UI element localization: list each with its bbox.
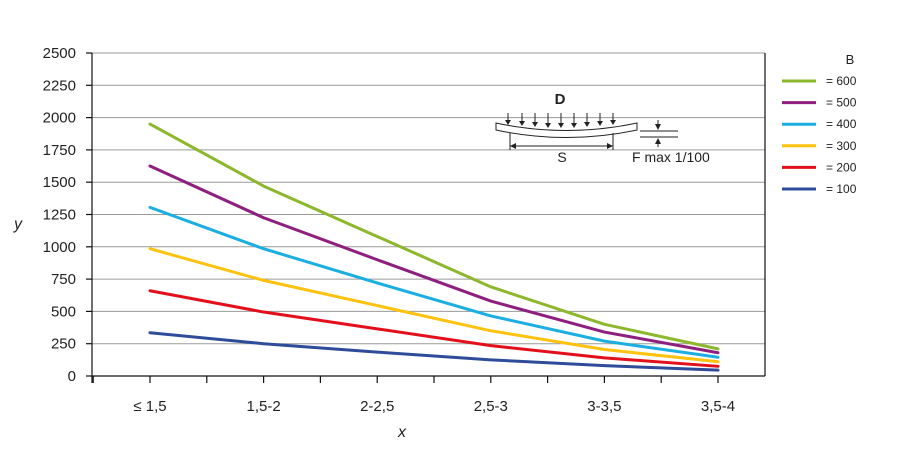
inset-title: D bbox=[555, 91, 566, 108]
y-tick-label: 750 bbox=[51, 271, 76, 288]
legend-label: = 300 bbox=[826, 139, 857, 153]
x-tick-labels: ≤ 1,5 1,5-2 2-2,5 2,5-3 3-3,5 3,5-4 bbox=[91, 376, 735, 415]
deflection-label: F max 1/100 bbox=[632, 149, 710, 165]
series-line-300 bbox=[148, 247, 720, 364]
x-tick-label: ≤ 1,5 bbox=[133, 398, 166, 415]
y-tick-label: 1250 bbox=[43, 207, 76, 224]
x-tick-label: 3-3,5 bbox=[587, 398, 621, 415]
x-axis-title: x bbox=[397, 424, 407, 441]
series-line-100 bbox=[148, 331, 720, 372]
x-tick-label: 1,5-2 bbox=[246, 398, 280, 415]
legend-label: = 100 bbox=[826, 182, 857, 196]
y-tick-label: 1750 bbox=[43, 142, 76, 159]
legend: B = 600 = 500 = 400 = 300 = 200 = 100 bbox=[782, 52, 857, 196]
load-arrows bbox=[505, 113, 616, 128]
legend-label: = 200 bbox=[826, 160, 857, 174]
series-line-600 bbox=[148, 122, 720, 351]
series-lines bbox=[148, 122, 720, 372]
legend-label: = 500 bbox=[826, 96, 857, 110]
gridlines bbox=[92, 52, 765, 345]
span-label: S bbox=[557, 149, 566, 165]
y-tick-label: 250 bbox=[51, 336, 76, 353]
legend-label: = 600 bbox=[826, 74, 857, 88]
x-tick-label: 2,5-3 bbox=[474, 398, 508, 415]
beam-shape bbox=[495, 122, 638, 138]
y-axis-title: y bbox=[13, 216, 23, 233]
y-tick-label: 2250 bbox=[43, 77, 76, 94]
series-line-400 bbox=[148, 205, 720, 359]
series-line-500 bbox=[148, 164, 720, 355]
y-tick-label: 1000 bbox=[43, 239, 76, 256]
series-line-200 bbox=[148, 289, 720, 368]
beam-deflection-diagram: D S F max 1/100 bbox=[495, 91, 710, 165]
y-tick-label: 0 bbox=[68, 368, 76, 385]
y-tick-label: 1500 bbox=[43, 174, 76, 191]
y-tick-label: 500 bbox=[51, 303, 76, 320]
y-tick-labels: 0 250 500 750 1000 1250 1500 1750 2000 2250 2500 bbox=[43, 45, 92, 385]
y-tick-label: 2500 bbox=[43, 45, 76, 62]
x-tick-label: 2-2,5 bbox=[360, 398, 394, 415]
y-tick-label: 2000 bbox=[43, 110, 76, 127]
legend-title: B bbox=[846, 52, 855, 67]
legend-label: = 400 bbox=[826, 117, 857, 131]
x-tick-label: 3,5-4 bbox=[701, 398, 735, 415]
